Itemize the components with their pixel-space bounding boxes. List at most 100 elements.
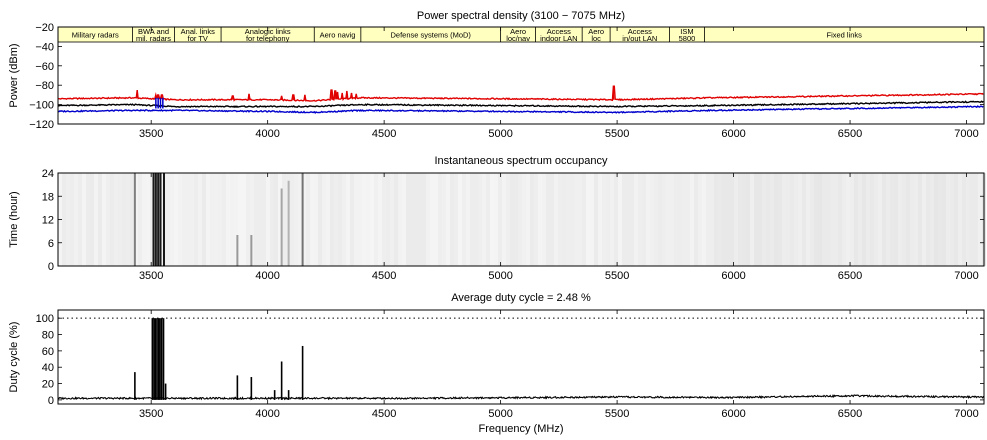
occupancy-cell bbox=[102, 173, 106, 266]
occupancy-cell bbox=[318, 173, 322, 266]
occupancy-cell bbox=[266, 173, 270, 266]
occupancy-cell bbox=[582, 173, 586, 266]
x-tick-label: 4000 bbox=[255, 128, 279, 140]
occupancy-cell bbox=[662, 173, 666, 266]
occupancy-cell bbox=[918, 173, 922, 266]
occupancy-cell bbox=[274, 173, 278, 266]
occupancy-column bbox=[280, 188, 283, 266]
band-label-line: Aero bbox=[510, 27, 526, 36]
occupancy-cell bbox=[534, 173, 538, 266]
occupancy-cell bbox=[850, 173, 854, 266]
duty-cycle-panel: Average duty cycle = 2.48 % 3500 4000 4500 5… bbox=[8, 292, 985, 435]
occupancy-cell bbox=[146, 173, 150, 266]
occupancy-cell bbox=[686, 173, 690, 266]
occupancy-cell bbox=[398, 173, 402, 266]
occupancy-cell bbox=[726, 173, 730, 266]
x-tick-label: 4500 bbox=[372, 270, 396, 282]
y-tick-label: 40 bbox=[42, 362, 54, 374]
occupancy-cell bbox=[526, 173, 530, 266]
occupancy-cell bbox=[822, 173, 826, 266]
occupancy-cell bbox=[730, 173, 734, 266]
occupancy-cell bbox=[962, 173, 966, 266]
occupancy-cell bbox=[826, 173, 830, 266]
occupancy-cell bbox=[246, 173, 250, 266]
occupancy-cell bbox=[502, 173, 506, 266]
occupancy-cell bbox=[114, 173, 118, 266]
occupancy-column bbox=[133, 173, 136, 266]
band-label-line: loc/nav bbox=[506, 34, 530, 43]
plot-area bbox=[58, 173, 986, 266]
occupancy-cell bbox=[438, 173, 442, 266]
occupancy-cell bbox=[834, 173, 838, 266]
band-label-line: for TV bbox=[188, 34, 208, 43]
x-tick-label: 6000 bbox=[721, 408, 745, 420]
occupancy-cell bbox=[386, 173, 390, 266]
occupancy-cell bbox=[714, 173, 718, 266]
occupancy-cell bbox=[870, 173, 874, 266]
occupancy-cell bbox=[350, 173, 354, 266]
band-label-line: Anal. links bbox=[181, 27, 215, 36]
occupancy-cell bbox=[278, 173, 282, 266]
plot-title: Instantaneous spectrum occupancy bbox=[434, 155, 608, 167]
occupancy-cell bbox=[698, 173, 702, 266]
occupancy-cell bbox=[118, 173, 122, 266]
occupancy-cell bbox=[402, 173, 406, 266]
occupancy-cell bbox=[422, 173, 426, 266]
occupancy-cell bbox=[218, 173, 222, 266]
x-tick-label: 5000 bbox=[488, 128, 512, 140]
x-tick-label: 3500 bbox=[139, 408, 163, 420]
occupancy-cell bbox=[462, 173, 466, 266]
occupancy-cell bbox=[842, 173, 846, 266]
band-label-line: Access bbox=[547, 27, 571, 36]
x-tick-label: 6000 bbox=[721, 270, 745, 282]
x-tick-label: 4000 bbox=[255, 408, 279, 420]
occupancy-cell bbox=[766, 173, 770, 266]
y-tick-label: 18 bbox=[42, 191, 54, 203]
occupancy-cell bbox=[562, 173, 566, 266]
occupancy-cell bbox=[950, 173, 954, 266]
occupancy-cell bbox=[66, 173, 70, 266]
occupancy-cell bbox=[86, 173, 90, 266]
occupancy-cell bbox=[938, 173, 942, 266]
band-label-line: in/out LAN bbox=[622, 34, 657, 43]
plot-title: Average duty cycle = 2.48 % bbox=[451, 292, 591, 304]
occupancy-cell bbox=[150, 173, 154, 266]
x-axis-title: Frequency (MHz) bbox=[479, 423, 564, 435]
occupancy-column bbox=[152, 173, 155, 266]
band-label: Fixed links bbox=[827, 31, 863, 40]
occupancy-cell bbox=[658, 173, 662, 266]
occupancy-cell bbox=[654, 173, 658, 266]
occupancy-cell bbox=[238, 173, 242, 266]
occupancy-cell bbox=[126, 173, 130, 266]
occupancy-cell bbox=[626, 173, 630, 266]
occupancy-cell bbox=[858, 173, 862, 266]
occupancy-cell bbox=[602, 173, 606, 266]
occupancy-cell bbox=[806, 173, 810, 266]
occupancy-cell bbox=[678, 173, 682, 266]
occupancy-cell bbox=[538, 173, 542, 266]
occupancy-cell bbox=[954, 173, 958, 266]
occupancy-cell bbox=[198, 173, 202, 266]
x-tick-label: 7000 bbox=[954, 408, 978, 420]
occupancy-cell bbox=[106, 173, 110, 266]
occupancy-cell bbox=[430, 173, 434, 266]
occupancy-cell bbox=[382, 173, 386, 266]
occupancy-cell bbox=[566, 173, 570, 266]
occupancy-background bbox=[58, 173, 986, 266]
occupancy-column bbox=[301, 173, 304, 266]
occupancy-cell bbox=[830, 173, 834, 266]
occupancy-cell bbox=[202, 173, 206, 266]
occupancy-cell bbox=[670, 173, 674, 266]
occupancy-cell bbox=[390, 173, 394, 266]
occupancy-cell bbox=[186, 173, 190, 266]
occupancy-cell bbox=[522, 173, 526, 266]
occupancy-cell bbox=[510, 173, 514, 266]
y-tick-label: 12 bbox=[42, 215, 54, 227]
band-label: Aero navig bbox=[320, 31, 356, 40]
occupancy-cell bbox=[666, 173, 670, 266]
occupancy-cell bbox=[394, 173, 398, 266]
occupancy-cell bbox=[182, 173, 186, 266]
occupancy-cell bbox=[70, 173, 74, 266]
occupancy-cell bbox=[622, 173, 626, 266]
plot-frame bbox=[57, 309, 985, 405]
